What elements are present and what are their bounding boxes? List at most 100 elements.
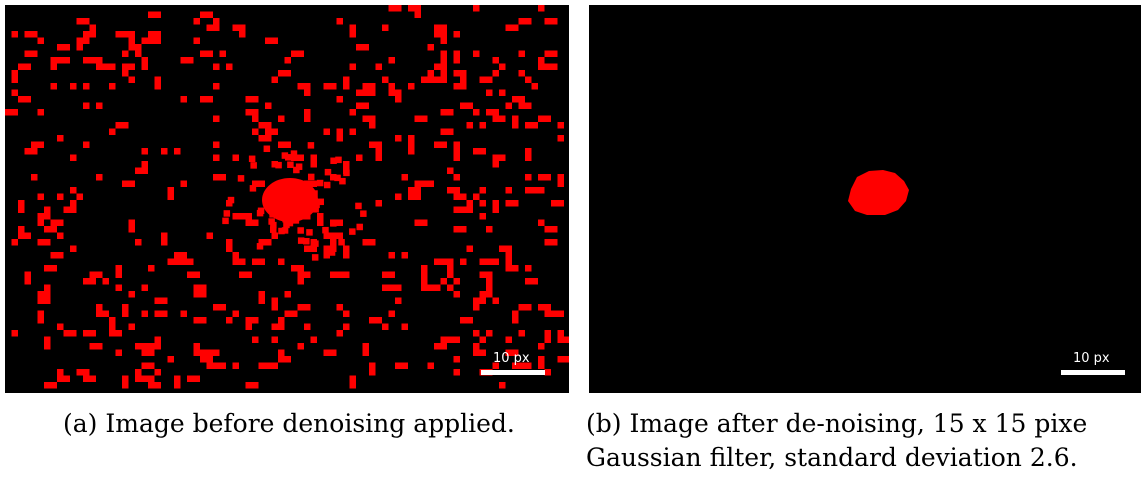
noise-speckle [37,37,44,44]
noise-speckle [18,226,25,233]
noise-speckle [245,382,259,389]
noise-speckle [557,330,564,337]
noise-speckle [128,219,135,233]
noise-speckle [525,187,538,194]
noise-speckle [70,187,77,194]
noise-speckle [115,122,129,129]
noise-speckle [544,330,551,343]
noise-speckle [213,18,220,25]
noise-speckle [141,148,148,155]
noise-speckle [44,226,57,233]
noise-speckle [284,291,291,298]
noise-speckle [206,232,213,239]
blob-streak [312,240,319,247]
noise-speckle [141,375,155,382]
noise-speckle [135,343,142,350]
noise-speckle [96,174,103,181]
noise-speckle [440,278,447,285]
blob-streak [248,155,256,163]
noise-speckle [24,271,31,285]
noise-speckle [232,310,239,317]
noise-speckle [375,63,382,70]
noise-speckle [473,148,486,155]
noise-speckle [297,343,304,350]
noise-speckle [349,375,356,389]
noise-speckle [421,180,434,187]
noise-speckle [453,206,467,213]
noise-speckle [252,128,259,135]
noise-speckle [382,76,389,83]
noise-speckle [200,349,207,363]
noise-speckle [278,141,291,148]
noise-speckle [479,76,493,83]
noise-speckle [271,323,285,330]
noise-speckle [408,148,415,155]
noise-speckle [57,375,70,382]
noise-speckle [206,356,213,363]
denoised-blob [848,170,909,215]
noise-speckle [343,161,350,168]
noise-speckle [187,271,200,278]
noise-speckle [232,252,239,259]
noise-speckle [323,245,330,259]
noise-speckle [447,187,460,194]
noise-speckle [37,310,44,324]
noise-speckle [544,239,558,246]
noise-speckle [473,349,486,356]
blob-streak [355,202,362,210]
noise-speckle [89,271,103,278]
noise-speckle [37,193,44,200]
noise-speckle [395,284,402,291]
caption-a: (a) Image before denoising applied. [63,409,515,438]
noise-speckle [453,174,460,181]
noise-speckle [122,63,135,70]
noise-speckle [518,362,532,369]
noise-speckle [11,239,18,246]
noise-speckle [83,31,96,38]
noise-speckle [479,200,486,207]
noise-speckle [161,232,168,246]
noise-speckle [382,24,389,31]
noise-speckle [408,141,415,148]
noise-speckle [343,76,350,90]
noise-speckle [96,63,109,70]
noise-speckle [369,141,382,148]
noise-speckle [122,304,129,311]
noise-speckle [180,252,187,265]
noise-speckle [440,128,454,135]
noise-speckle [180,310,187,317]
noise-speckle [109,83,116,90]
blob-streak [249,185,257,192]
noise-speckle [141,349,155,356]
blob-streak [307,173,315,181]
noise-speckle [115,284,122,291]
noise-speckle [486,89,493,96]
noise-speckle [284,57,291,64]
blob-streak [278,227,285,235]
noise-speckle [213,304,226,311]
blob-streak [324,168,332,176]
noise-speckle [5,109,18,116]
noise-speckle [447,265,454,278]
noise-speckle [18,200,25,213]
blob-streak [257,207,265,215]
noise-speckle [154,297,168,304]
noise-speckle [57,135,64,142]
noise-speckle [434,31,447,38]
noise-speckle [479,258,486,265]
noise-speckle [148,382,161,389]
noisy-image-panel: 10 px [5,5,569,393]
noise-speckle [440,37,447,44]
scale-bar [1061,370,1125,375]
noise-speckle [193,317,207,324]
noise-speckle [544,63,558,70]
noise-speckle [278,70,285,77]
noise-speckle [382,284,395,291]
noise-speckle [310,154,317,168]
blob-streak [356,223,363,231]
noise-speckle [57,323,64,330]
noise-speckle [11,330,18,337]
noise-speckle [531,83,538,90]
blob-streak [311,254,319,261]
noise-speckle [492,70,499,77]
